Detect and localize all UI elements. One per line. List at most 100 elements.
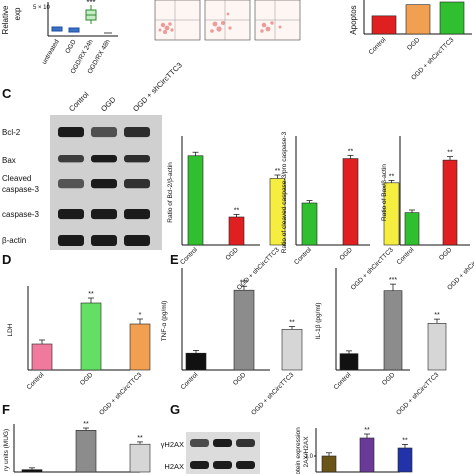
panel-label-d: D bbox=[2, 252, 11, 267]
significance-label: ** bbox=[137, 435, 143, 442]
significance-label: ** bbox=[275, 168, 281, 175]
blot-band bbox=[58, 235, 84, 246]
blot-row-label: γH2AX bbox=[161, 440, 184, 449]
bar bbox=[383, 290, 403, 371]
category-label: OGD bbox=[232, 371, 248, 387]
apoptosis-ylabel: Apoptos bbox=[349, 5, 358, 34]
significance-label: ** bbox=[389, 173, 395, 180]
apoptosis-category-label: Control bbox=[368, 36, 388, 56]
chart-ldh: LDH Control ** OGD * OGD + shCircTTC3 bbox=[7, 286, 151, 417]
significance-label: *** bbox=[240, 279, 248, 286]
top-significance: *** bbox=[86, 0, 95, 7]
blot-band bbox=[124, 127, 150, 138]
bar bbox=[233, 289, 255, 371]
chart-f-panel: ry units (MUG) ** ** bbox=[3, 421, 151, 473]
blot-band bbox=[236, 439, 255, 447]
significance-label: ** bbox=[348, 148, 354, 155]
category-label: Control bbox=[26, 371, 46, 391]
blot-band bbox=[236, 461, 255, 469]
flow-plot-ogd-shcirc bbox=[254, 0, 301, 41]
chart-bcl2: Ratio of Bcl-2/β-actinControl**OGD**OGD … bbox=[167, 136, 286, 292]
boxplot-ogd-rx24 bbox=[85, 5, 97, 24]
top-ylabel-a: Relative bbox=[1, 5, 10, 34]
bar bbox=[129, 443, 151, 473]
boxplot-untreated bbox=[51, 26, 63, 32]
blot-band bbox=[124, 155, 150, 163]
apoptosis-bar bbox=[371, 15, 397, 35]
y-axis-label: LDH bbox=[7, 323, 14, 336]
panel-label-f: F bbox=[2, 402, 10, 417]
category-label: Control bbox=[293, 246, 313, 266]
significance-label: ** bbox=[289, 320, 295, 327]
panel-label-e: E bbox=[170, 252, 179, 267]
y-axis-label: IL-1β (pg/ml) bbox=[315, 303, 322, 340]
blot-row-label: Bax bbox=[2, 156, 16, 165]
blot-band bbox=[91, 235, 117, 246]
category-label: OGD bbox=[79, 371, 95, 387]
blot-row-label-full: Cleaved caspase-3 bbox=[0, 0, 9, 1]
category-label: OGD bbox=[381, 371, 397, 387]
blot-band bbox=[91, 179, 117, 189]
category-label: Control bbox=[180, 371, 200, 391]
apoptosis-category-label: OGD bbox=[406, 36, 422, 52]
blot-band bbox=[91, 127, 117, 138]
top-axis-tick: 5 × 10 bbox=[33, 5, 51, 11]
y-axis-label: Ratio of Bcl-2/β-actin bbox=[167, 162, 174, 223]
chart-il1b: IL-1β (pg/ml) Control *** OGD ** OGD + shCirc… bbox=[315, 268, 447, 417]
blot-band bbox=[213, 439, 232, 447]
blot-band bbox=[124, 209, 150, 220]
bar bbox=[21, 469, 43, 473]
blot-band bbox=[190, 461, 209, 469]
significance-label: ** bbox=[447, 150, 453, 157]
blot-column-label: Control bbox=[67, 90, 91, 114]
blot-row-label: Bcl-2 bbox=[2, 128, 21, 137]
blot-band bbox=[58, 155, 84, 163]
significance-label: ** bbox=[364, 427, 370, 434]
blot-band bbox=[124, 179, 150, 189]
bar bbox=[187, 155, 204, 246]
bar bbox=[339, 353, 359, 371]
apoptosis-bar bbox=[405, 4, 431, 35]
top-ylabel-b: exp bbox=[13, 7, 22, 20]
y-tick-label: 1.0 bbox=[305, 454, 314, 460]
bar bbox=[397, 447, 413, 473]
category-label: Control bbox=[179, 246, 199, 266]
blot-band bbox=[58, 179, 84, 189]
blot-row-label: Cleaved bbox=[2, 174, 31, 183]
bar bbox=[281, 329, 303, 371]
bar bbox=[427, 323, 447, 371]
flow-plot-ogd bbox=[204, 0, 251, 41]
y-axis-label: rotein expression bbox=[295, 427, 302, 474]
boxplot-category-label: OGD bbox=[64, 38, 78, 55]
bar bbox=[129, 323, 151, 371]
apoptosis-bar bbox=[439, 1, 465, 35]
significance-label: ** bbox=[234, 207, 240, 214]
category-label: OGD bbox=[438, 246, 454, 262]
blot-row-label: caspase-3 bbox=[2, 185, 39, 194]
category-label: OGD bbox=[224, 246, 240, 262]
bar bbox=[75, 430, 97, 473]
category-label: OGD bbox=[338, 246, 354, 262]
bar bbox=[442, 159, 458, 246]
bar bbox=[301, 202, 318, 246]
panel-label-c: C bbox=[2, 86, 12, 101]
flow-plot-control bbox=[154, 0, 201, 41]
significance-label: ** bbox=[434, 312, 440, 319]
blot-band bbox=[58, 209, 84, 220]
blot-row-label: β-actin bbox=[2, 236, 26, 245]
boxplot-category-label: untreated bbox=[41, 38, 61, 66]
boxplot-ogd bbox=[68, 27, 80, 33]
bar bbox=[185, 352, 207, 371]
y-axis-label-2: 2AX/H2AX bbox=[303, 436, 310, 468]
bar bbox=[31, 343, 53, 371]
bar bbox=[404, 212, 420, 246]
blot-band bbox=[91, 209, 117, 220]
category-label: Control bbox=[333, 371, 353, 391]
significance-label: * bbox=[139, 312, 142, 319]
blot-band bbox=[91, 155, 117, 163]
top-strip: Relative exp 5 × 10 *** untreated OGDOGD/… bbox=[1, 0, 472, 82]
blot-band bbox=[190, 439, 209, 447]
blot-band bbox=[58, 127, 84, 138]
